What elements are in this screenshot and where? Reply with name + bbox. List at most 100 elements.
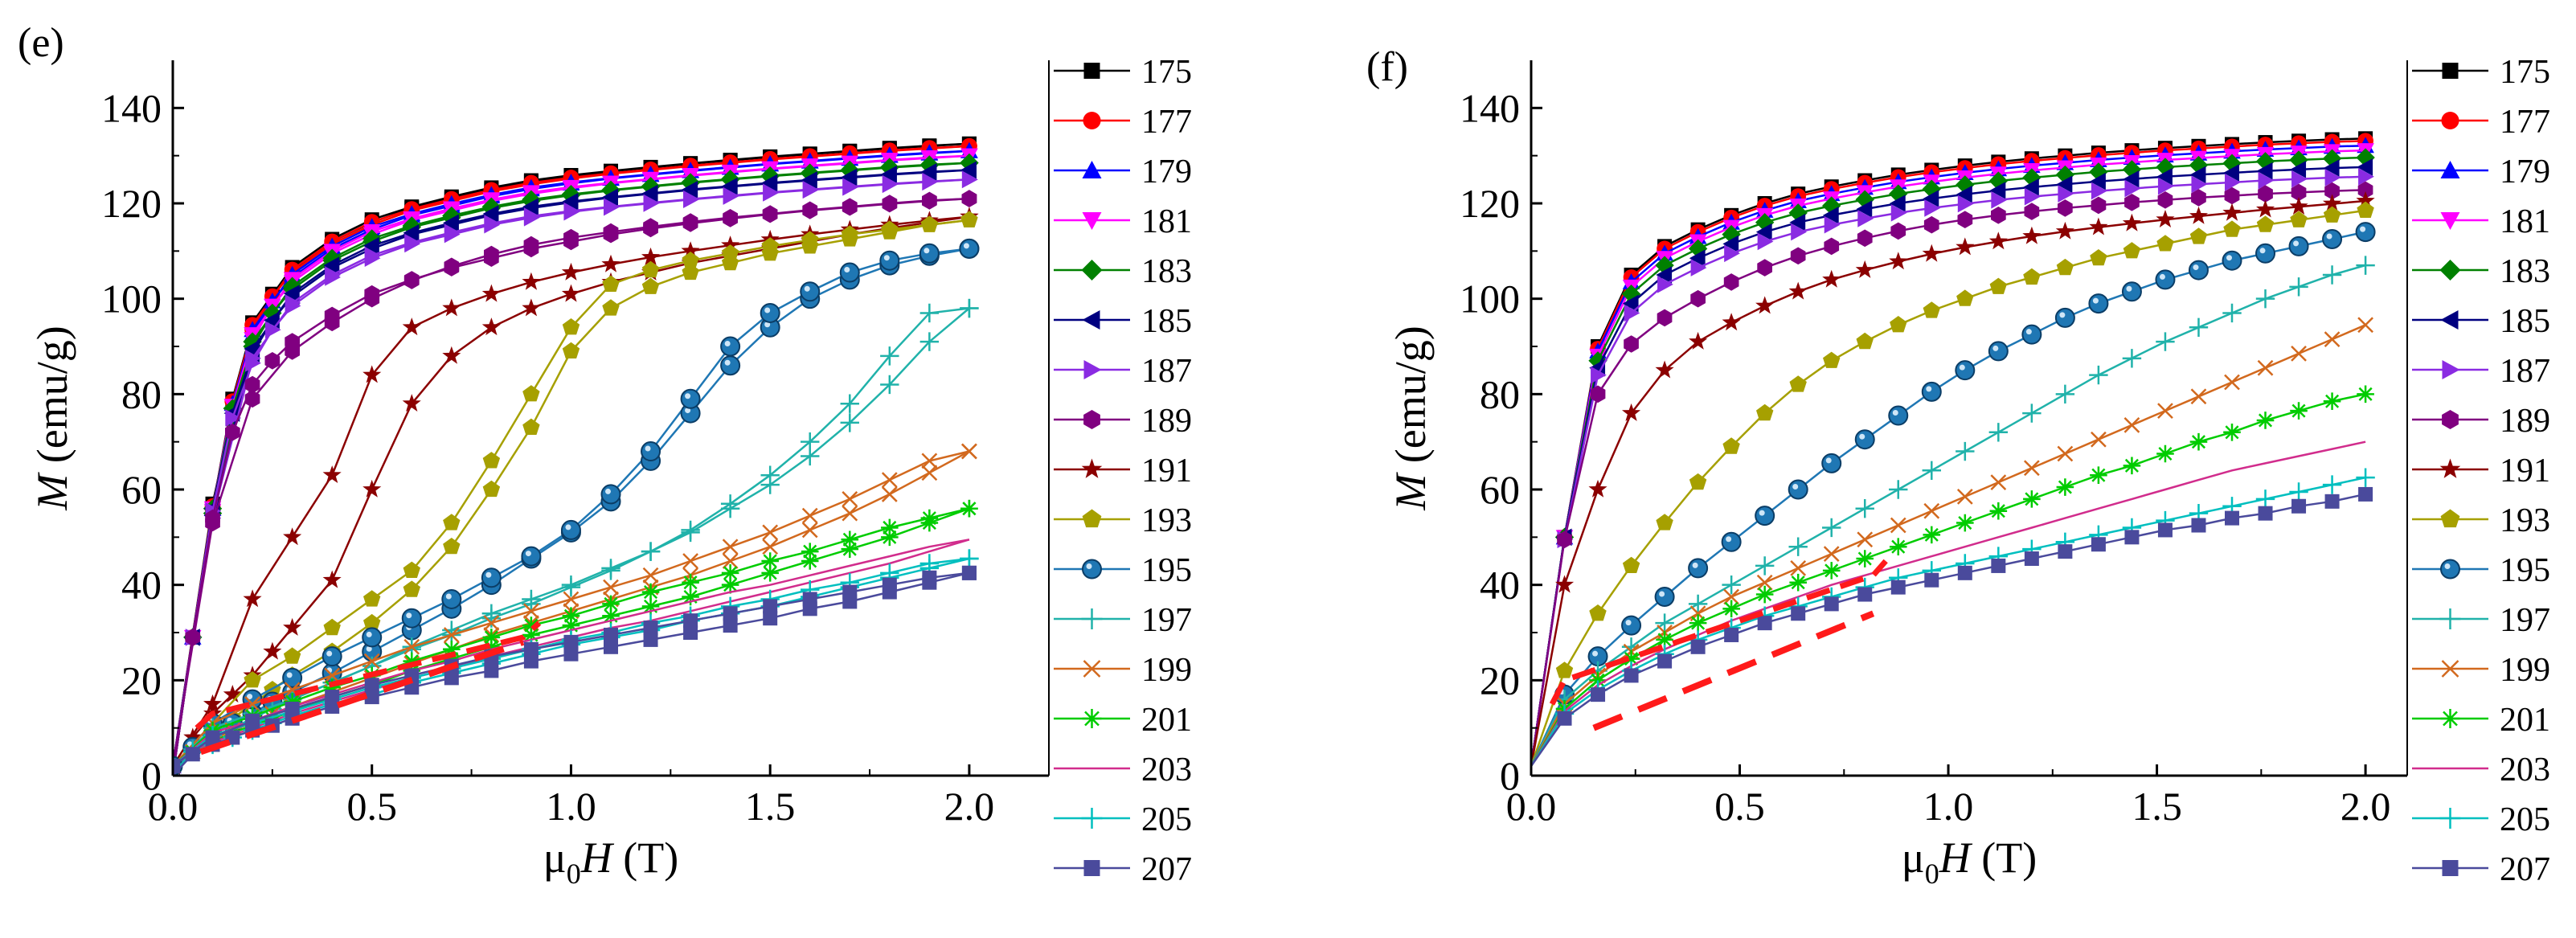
- data-point-185-down: [801, 171, 817, 189]
- data-point-195-up: [2054, 307, 2075, 328]
- data-point-195-up-highlight: [2326, 233, 2332, 240]
- data-point-191-up: [1889, 252, 1908, 270]
- legend-item-185: 185: [2412, 303, 2550, 340]
- y-tick-label: 100: [1460, 276, 1520, 322]
- data-point-193-up: [2156, 235, 2174, 252]
- data-point-191-up: [1855, 260, 1874, 278]
- data-point-195-down-highlight: [565, 524, 571, 530]
- series-189: [1531, 181, 2373, 767]
- data-point-199-down: [722, 539, 739, 555]
- data-point-207-up: [2258, 506, 2273, 521]
- data-point-199-down: [443, 627, 460, 643]
- data-point-197-up: [2322, 265, 2342, 285]
- legend-label: 179: [1141, 154, 1192, 190]
- y-axis-label: M (emu/g): [28, 326, 76, 510]
- data-point-189-up: [1757, 259, 1772, 276]
- data-point-195-down-highlight: [883, 255, 890, 261]
- data-point-197-up: [2356, 256, 2375, 275]
- legend-item-181: 181: [2412, 203, 2550, 240]
- legend-item-187: 187: [1054, 353, 1192, 390]
- data-point-207-up: [1724, 627, 1739, 642]
- data-point-201-down: [920, 509, 939, 527]
- data-point-195-down: [680, 388, 701, 409]
- data-point-191-down: [601, 254, 620, 272]
- legend-label: 175: [2500, 54, 2550, 91]
- panel-f: (f) 0.0 0.5 1.0 1.5 2.0 0 20 40 60 80 100 120 140 μ0H …: [1366, 44, 2550, 890]
- data-point-191-up: [223, 685, 242, 702]
- data-point-185-down: [721, 177, 738, 195]
- data-point-187-up: [1991, 191, 2008, 209]
- data-point-193-up: [1956, 289, 1974, 306]
- data-point-205-up: [2289, 482, 2308, 502]
- data-point-205-down: [919, 554, 940, 573]
- legend-label: 187: [2500, 353, 2550, 390]
- data-point-201-down: [841, 530, 859, 549]
- y-tick-label: 60: [121, 467, 162, 512]
- data-point-199-up: [722, 553, 739, 569]
- data-point-193-up: [562, 342, 580, 358]
- data-point-195-up: [720, 355, 741, 376]
- data-point-185-down: [403, 223, 420, 242]
- data-point-187-up: [2058, 185, 2074, 203]
- data-point-185-up: [1622, 294, 1639, 313]
- data-point-185-down: [960, 161, 977, 179]
- data-point-183-down: [561, 185, 581, 204]
- data-point-189-up: [2124, 194, 2140, 211]
- data-point-191-down: [322, 465, 342, 483]
- data-point-195-down: [362, 627, 383, 648]
- data-point-191-up: [1588, 479, 1607, 498]
- data-point-207-up: [444, 670, 459, 686]
- data-point-191-up: [2289, 197, 2308, 215]
- data-point-185-up: [1923, 190, 1939, 207]
- data-point-201-up: [721, 575, 739, 594]
- legend-label: 191: [1141, 453, 1192, 489]
- data-point-207-down: [922, 570, 937, 585]
- data-point-191-up: [1822, 269, 1841, 288]
- data-point-189-up: [264, 352, 281, 370]
- data-point-185-up: [2056, 175, 2073, 194]
- data-point-189-up: [2191, 189, 2206, 207]
- data-point-207-up: [2324, 494, 2340, 509]
- y-tick-label: 60: [1480, 467, 1520, 512]
- data-point-199-up: [2357, 317, 2373, 334]
- data-point-183-up: [1655, 256, 1674, 275]
- data-point-201-up: [641, 597, 660, 616]
- data-point-193-up: [1656, 514, 1673, 530]
- data-point-187-down: [643, 194, 660, 212]
- data-point-193-down: [283, 647, 301, 664]
- legend-swatch-marker: [2440, 709, 2460, 728]
- data-point-201-up: [1689, 614, 1707, 632]
- data-point-191-up: [1755, 296, 1775, 314]
- data-point-195-up-highlight: [1859, 433, 1865, 440]
- data-point-207-up: [1791, 606, 1806, 621]
- data-point-197-down: [801, 432, 820, 452]
- data-point-207-up: [1757, 616, 1772, 631]
- data-point-195-up-highlight: [1726, 536, 1732, 543]
- legend-item-187: 187: [2412, 353, 2550, 390]
- data-point-193-down: [522, 385, 540, 402]
- data-point-199-up: [2023, 460, 2040, 477]
- data-point-193-down: [721, 244, 739, 261]
- x-axis-label-unit: (T): [1971, 834, 2037, 882]
- data-point-195-up: [1688, 558, 1709, 579]
- data-point-191-up: [1922, 244, 1941, 262]
- panel-e: (e) 0.0 0.5 1.0 1.5 2.0 0 20 40 60 80 100 120 140 μ0H …: [18, 20, 1192, 890]
- data-point-189-up: [225, 424, 240, 441]
- data-point-193-up: [1890, 316, 1907, 333]
- data-point-199-up: [1723, 588, 1740, 605]
- data-point-191-down: [561, 262, 580, 281]
- data-point-187-up: [264, 321, 281, 339]
- data-point-199-up: [921, 465, 938, 481]
- data-point-187-down: [922, 172, 939, 190]
- data-point-205-up: [2255, 489, 2275, 509]
- data-point-197-up: [1922, 461, 1941, 480]
- data-point-195-down-highlight: [924, 248, 930, 254]
- data-point-185-down: [482, 205, 499, 223]
- data-point-187-up: [1724, 244, 1740, 263]
- data-point-207-up: [1991, 558, 2006, 573]
- data-point-201-up: [2023, 490, 2041, 508]
- data-point-207-up: [523, 653, 539, 669]
- data-point-191-down: [442, 298, 461, 317]
- data-point-201-down: [641, 583, 660, 601]
- data-point-199-up: [1990, 474, 2007, 490]
